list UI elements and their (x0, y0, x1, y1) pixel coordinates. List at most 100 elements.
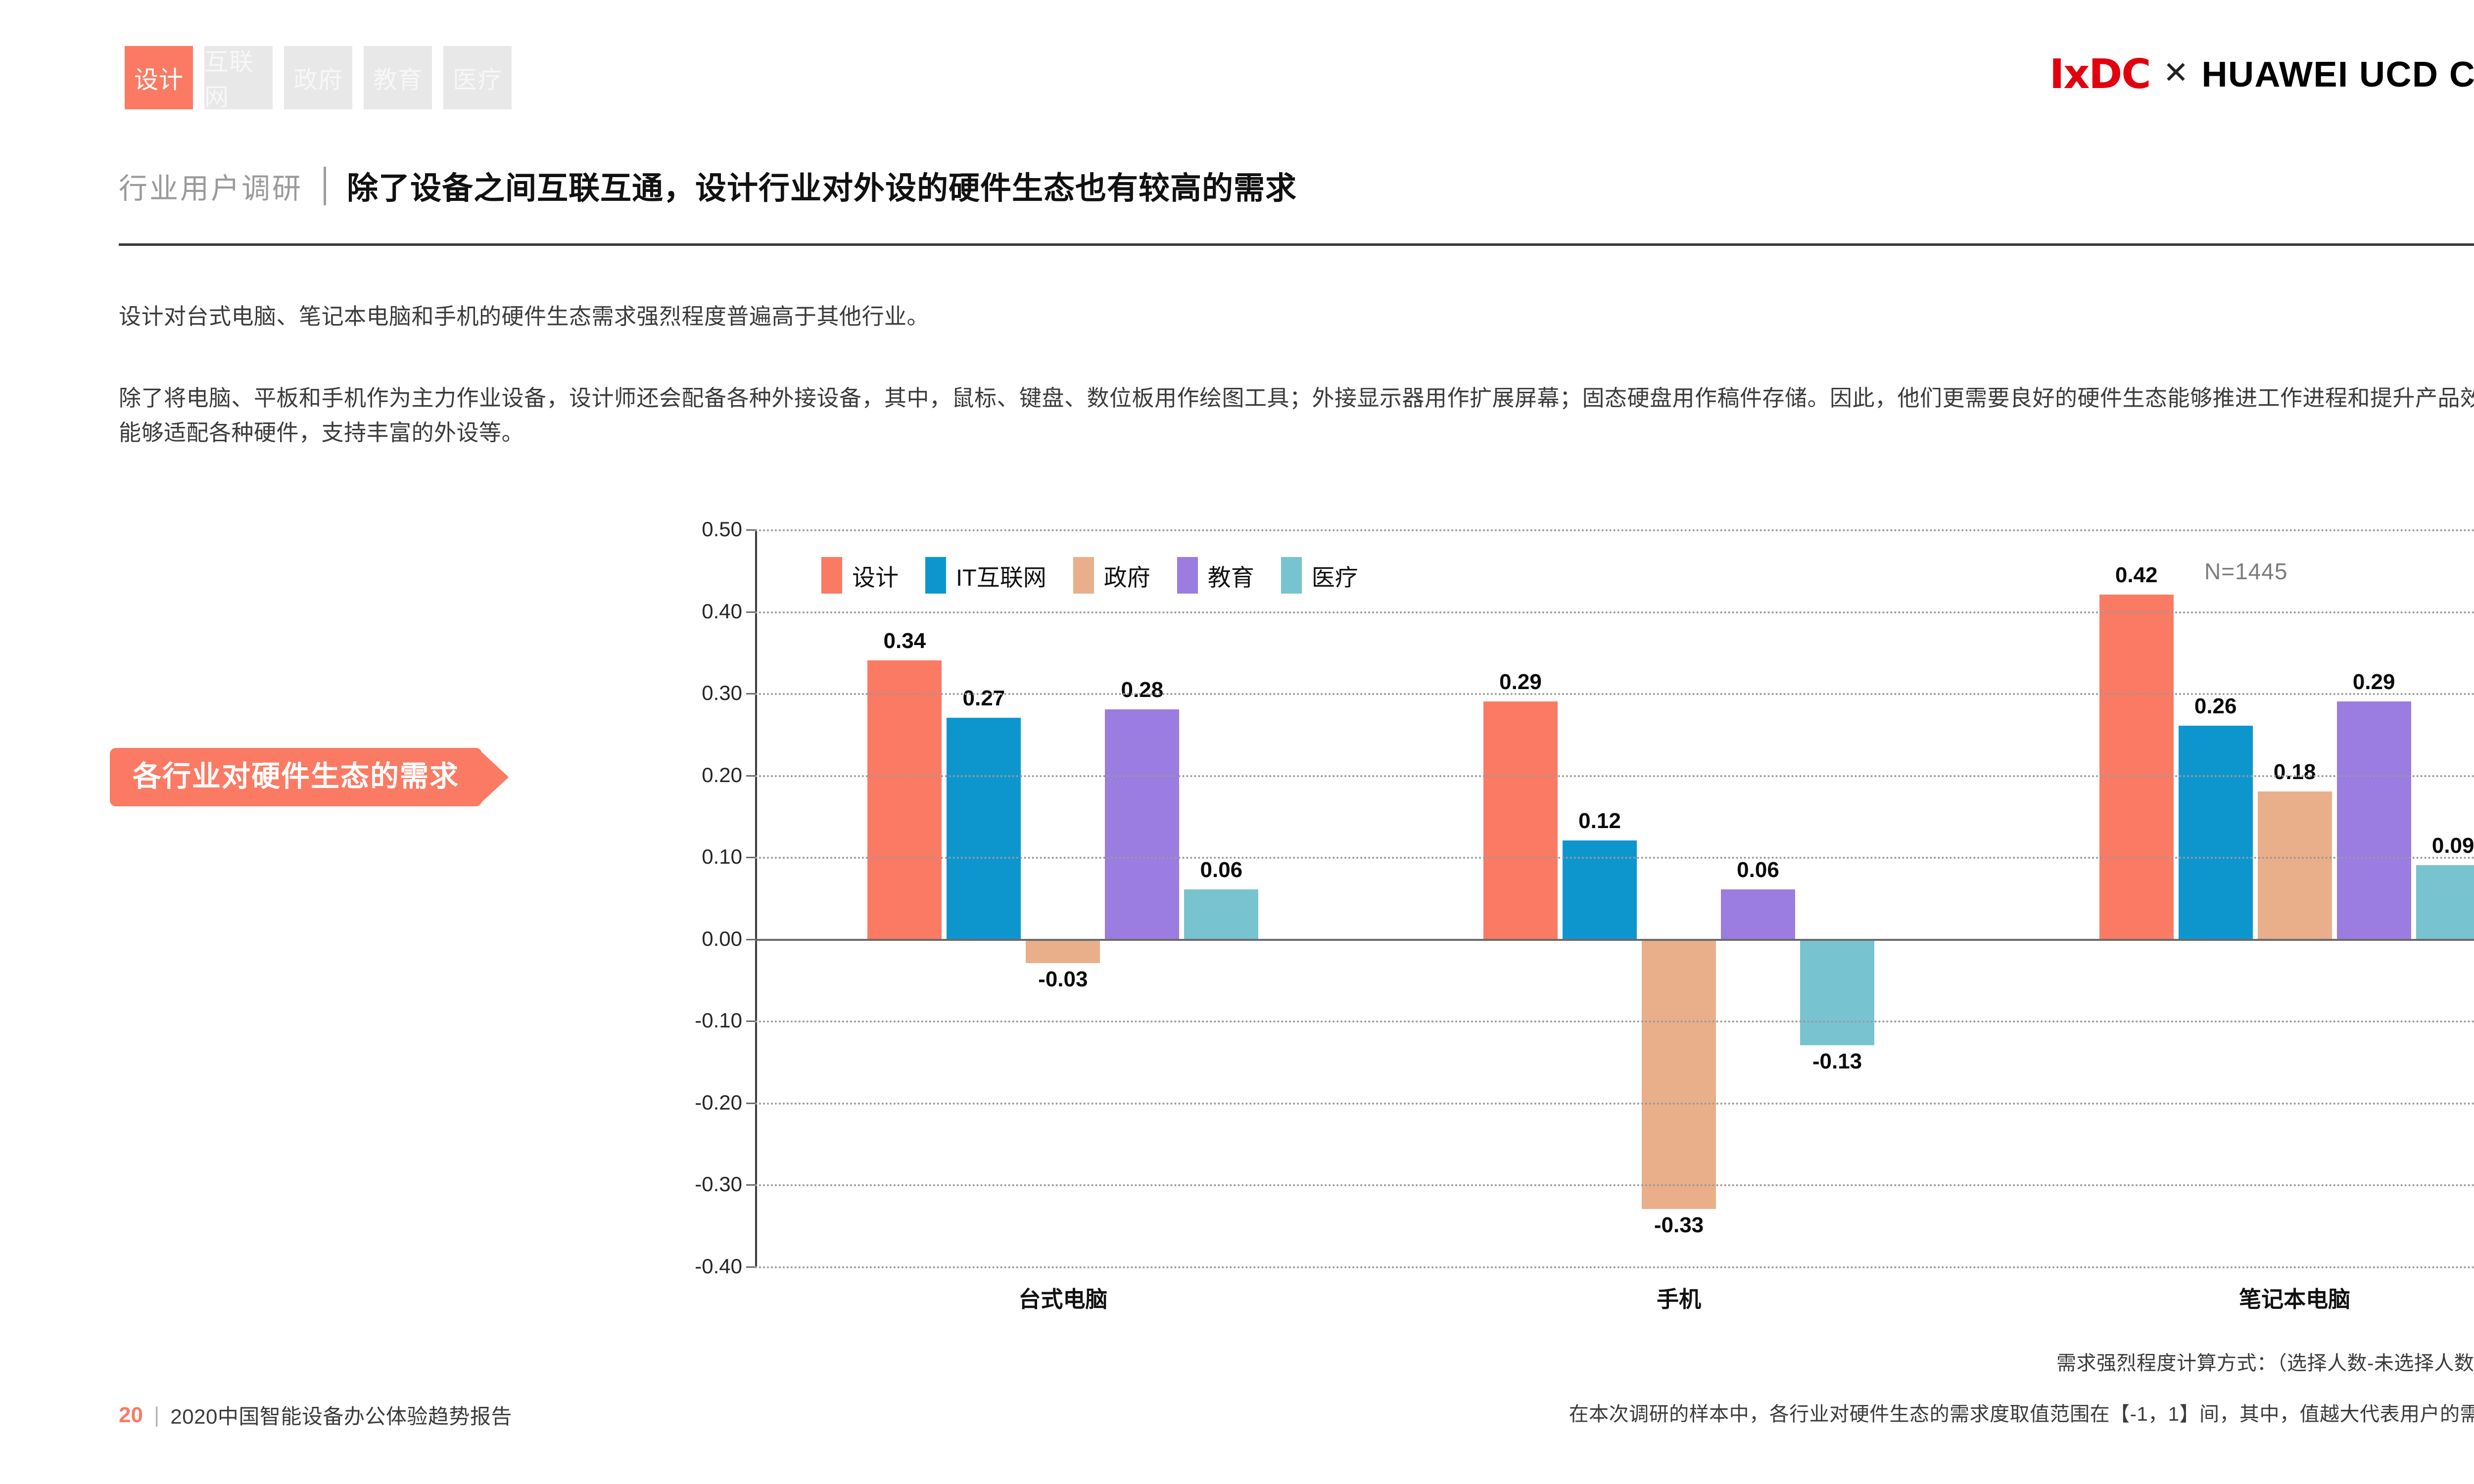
huawei-ucd-center-logo: HUAWEI UCD CENTER (2201, 55, 2474, 94)
bar[interactable] (1642, 938, 1716, 1209)
gridline (755, 693, 2474, 696)
bar-value-label: -0.33 (1654, 1213, 1704, 1238)
bar[interactable] (1184, 889, 1259, 939)
bar[interactable] (2416, 865, 2474, 939)
legend-label: IT互联网 (956, 564, 1047, 591)
bar-value-label: 0.27 (962, 686, 1005, 710)
page-number: 20 (119, 1402, 143, 1427)
y-axis-tick-label: 0.10 (702, 845, 742, 869)
y-axis-tick (746, 1102, 755, 1104)
y-axis-tick-label: 0.20 (702, 763, 742, 787)
report-title: 2020中国智能设备办公体验趋势报告 (170, 1405, 512, 1428)
legend-swatch (1281, 557, 1302, 594)
tab-education[interactable]: 教育 (364, 46, 432, 109)
y-axis-tick-label: -0.30 (695, 1172, 742, 1196)
legend-item[interactable]: 政府 (1073, 557, 1150, 594)
tab-medical[interactable]: 医疗 (443, 46, 512, 109)
bar-slot: 0.27 (947, 529, 1021, 1266)
hardware-ecosystem-demand-chart: 0.50 0.40 0.30 0.20 0.10 0.00 -0.10 -0.20 -0.30 -… (658, 517, 2474, 1312)
y-axis-tick (746, 857, 755, 859)
bar[interactable] (867, 660, 942, 939)
bar-slot: 0.12 (1563, 529, 1637, 1266)
bar[interactable] (2178, 726, 2253, 939)
bar-value-label: 0.26 (2194, 694, 2237, 719)
y-axis-labels: 0.50 0.40 0.30 0.20 0.10 0.00 -0.10 -0.20 -0.30 -… (658, 517, 742, 1278)
bar-value-label: 0.29 (1499, 669, 1542, 694)
bar-value-label: 0.12 (1578, 809, 1621, 834)
bar-slot: 0.29 (2336, 529, 2411, 1266)
legend-swatch (821, 557, 842, 594)
ixdc-logo: IxDC (2049, 51, 2151, 98)
y-axis-tick (746, 938, 755, 940)
bar-slot: 0.28 (1105, 529, 1180, 1266)
bar-groups: 0.34 0.27 -0.03 0.28 0.06 0.29 0.12 -0.33 0.06 -0… (755, 529, 2474, 1266)
bar[interactable] (2257, 791, 2332, 939)
bar-slot: 0.34 (867, 529, 942, 1266)
bar-slot: 0.09 (2416, 529, 2474, 1266)
tab-internet[interactable]: 互联网 (204, 46, 273, 111)
chart-legend: 设计 IT互联网 政府 教育 医疗 (821, 557, 1358, 594)
legend-swatch (925, 557, 946, 594)
x-axis-labels: 台式电脑 手机 笔记本电脑 (755, 1281, 2474, 1313)
legend-swatch (1177, 557, 1198, 594)
tab-government[interactable]: 政府 (284, 46, 352, 109)
gridline (755, 529, 2474, 531)
legend-swatch (1073, 557, 1094, 594)
y-axis-line (755, 529, 757, 1266)
bar-value-label: -0.03 (1038, 967, 1088, 992)
y-axis-tick-label: -0.40 (695, 1254, 742, 1278)
legend-item[interactable]: IT互联网 (925, 557, 1047, 594)
summary-paragraph: 设计对台式电脑、笔记本电脑和手机的硬件生态需求强烈程度普遍高于其他行业。 (119, 304, 930, 329)
chart-callout: 各行业对硬件生态的需求 (110, 748, 509, 806)
y-axis-tick-label: -0.10 (695, 1009, 742, 1032)
heading-kicker: 行业用户调研 (119, 172, 303, 205)
bar[interactable] (1563, 840, 1637, 939)
bar-value-label: 0.42 (2115, 563, 2158, 588)
x-axis-category-label: 手机 (1657, 1287, 1702, 1312)
bar[interactable] (1483, 701, 1558, 939)
y-axis-tick (746, 1184, 755, 1186)
gridline (755, 1020, 2474, 1023)
bar[interactable] (1026, 938, 1100, 964)
bar-slots: 0.29 0.12 -0.33 0.06 -0.13 (1371, 529, 1987, 1266)
tab-design[interactable]: 设计 (125, 46, 193, 109)
page-heading: 行业用户调研 除了设备之间互联互通，设计行业对外设的硬件生态也有较高的需求 (119, 163, 1297, 208)
y-axis-tick (746, 693, 755, 695)
gridline (755, 857, 2474, 859)
bar-value-label: 0.29 (2352, 669, 2395, 694)
y-axis-tick (746, 529, 755, 531)
y-axis-tick-label: 0.50 (702, 517, 742, 541)
industry-tabbar: 设计 互联网 政府 教育 医疗 (125, 46, 512, 111)
bar[interactable] (1800, 938, 1874, 1045)
bar[interactable] (1721, 889, 1795, 939)
page-footer: 20 | 2020中国智能设备办公体验趋势报告 (119, 1400, 512, 1430)
gridline (755, 775, 2474, 777)
y-axis-tick (746, 611, 755, 613)
gridline (755, 1184, 2474, 1187)
heading-divider (324, 166, 327, 205)
bar[interactable] (947, 717, 1021, 939)
legend-item[interactable]: 医疗 (1281, 557, 1358, 594)
cross-icon: ✕ (2163, 56, 2189, 90)
sample-size-label: N=1445 (2204, 558, 2288, 584)
bar-value-label: 0.34 (883, 628, 926, 653)
bar-slot: 0.29 (1483, 529, 1558, 1266)
bar-value-label: 0.28 (1121, 678, 1164, 702)
bar[interactable] (2099, 595, 2174, 939)
x-axis-category-label: 笔记本电脑 (2239, 1287, 2351, 1312)
bar-group: 0.34 0.27 -0.03 0.28 0.06 (755, 529, 1371, 1266)
zero-baseline (755, 938, 2474, 941)
bar[interactable] (2336, 701, 2411, 939)
bar[interactable] (1105, 709, 1180, 939)
bar-slot: 0.42 (2099, 529, 2174, 1266)
arrow-right-icon (481, 751, 509, 803)
plot-area: 0.34 0.27 -0.03 0.28 0.06 0.29 0.12 -0.33 0.06 -0… (746, 529, 2474, 1268)
bar-slots: 0.34 0.27 -0.03 0.28 0.06 (755, 529, 1371, 1266)
legend-item[interactable]: 设计 (821, 557, 899, 594)
bar-value-label: 0.18 (2273, 759, 2316, 784)
bar-group: 0.29 0.12 -0.33 0.06 -0.13 (1371, 529, 1987, 1266)
y-axis-tick (746, 1266, 755, 1268)
page-title: 除了设备之间互联互通，设计行业对外设的硬件生态也有较高的需求 (347, 171, 1297, 206)
legend-item[interactable]: 教育 (1177, 557, 1254, 594)
